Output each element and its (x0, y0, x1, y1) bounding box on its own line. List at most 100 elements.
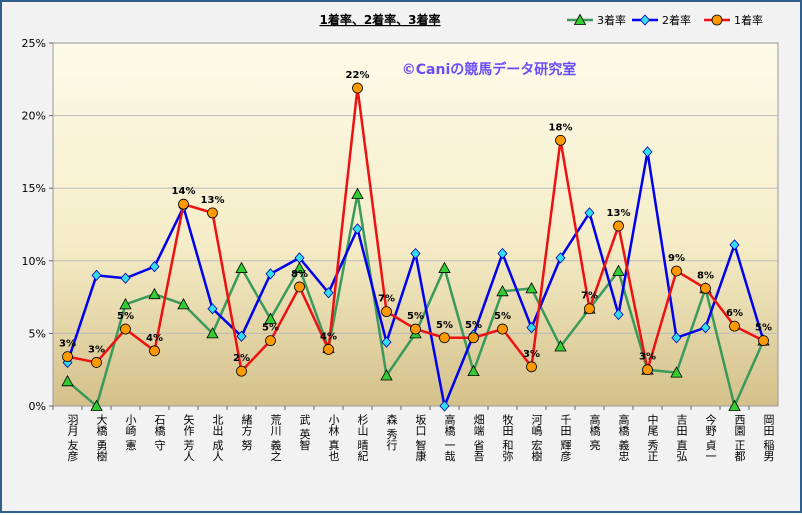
series-1-marker (728, 399, 741, 411)
series-2-marker (410, 247, 421, 260)
y-tick-label: 5% (29, 327, 46, 340)
series-2-marker (700, 321, 711, 334)
x-tick-label: 畑端 省吾 (472, 414, 485, 462)
x-tick-label: 羽月 友彦 (66, 414, 79, 462)
chart-title: 1着率、2着率、3着率 (319, 12, 440, 27)
series-1-marker (61, 374, 74, 387)
data-label: 8% (697, 270, 714, 281)
series-3-marker (381, 306, 392, 318)
x-tick-label: 大橋 勇樹 (95, 413, 108, 462)
series-3-marker (120, 323, 131, 335)
series-2-marker (207, 303, 218, 315)
series-1-marker (177, 298, 190, 310)
series-3-marker (555, 134, 566, 146)
x-tick-label: 緒方 努 (240, 413, 253, 451)
series-3-marker (468, 332, 479, 344)
series-3-marker (729, 320, 740, 332)
data-label: 3% (639, 352, 656, 363)
series-2-marker (555, 252, 566, 264)
series-2-marker (613, 308, 624, 321)
series-3-marker (91, 357, 102, 368)
series-3-marker (236, 365, 247, 377)
series-3-marker (700, 282, 711, 294)
series-3-marker (149, 345, 160, 357)
series-1-marker (235, 261, 248, 273)
data-label: 2% (233, 353, 250, 364)
x-tick-label: 小林 真也 (327, 414, 340, 462)
x-tick-label: 牧田 和弥 (501, 413, 514, 462)
series-2-marker (729, 239, 740, 251)
series-2-marker (91, 269, 102, 281)
data-label: 5% (436, 320, 453, 331)
series-3-marker (497, 323, 508, 335)
y-tick-label: 20% (22, 110, 46, 123)
series-3-marker (526, 361, 537, 373)
series-2-marker (149, 261, 160, 273)
series-1-marker (264, 312, 277, 324)
series-2-marker (671, 332, 682, 344)
series-1-marker (293, 261, 306, 273)
data-label: 5% (494, 311, 511, 322)
series-2-marker (236, 330, 247, 342)
data-label: 7% (378, 294, 395, 305)
data-label: 3% (523, 349, 540, 360)
data-label: 13% (607, 208, 631, 219)
data-label: 5% (755, 323, 772, 334)
x-tick-label: 荒川 義之 (269, 414, 282, 462)
series-2-marker (526, 321, 537, 334)
series-3-marker (352, 82, 363, 94)
x-tick-label: 石橋 守 (153, 414, 166, 451)
series-3-marker (323, 343, 334, 355)
series-3-marker (613, 220, 624, 232)
series-1-marker (351, 187, 364, 199)
series-1-marker (148, 287, 161, 300)
series-3-marker (671, 265, 682, 277)
series-1-marker (90, 399, 103, 411)
series-2-marker (497, 247, 508, 260)
data-label: 18% (549, 122, 573, 133)
x-tick-label: 小崎 憲 (124, 414, 137, 451)
series-1-marker (119, 298, 132, 310)
series-3-marker (584, 303, 595, 315)
series-2-marker (294, 252, 305, 264)
series-3-marker (178, 198, 189, 210)
series-1-marker (380, 369, 393, 381)
data-label: 13% (201, 195, 225, 206)
x-tick-label: 北出 成人 (211, 414, 224, 462)
y-tick-label: 15% (22, 182, 46, 195)
series-3-marker (439, 332, 450, 344)
data-label: 5% (262, 323, 279, 334)
x-tick-label: 矢作 芳人 (182, 413, 195, 462)
series-1-marker (206, 327, 219, 339)
x-tick-label: 坂口 智康 (414, 414, 427, 462)
series-2-marker (352, 223, 363, 235)
data-label: 14% (172, 186, 196, 197)
x-tick-label: 高橋 一哉 (443, 413, 456, 462)
series-2-marker (265, 268, 276, 280)
series-2-marker (381, 336, 392, 348)
data-label: 3% (59, 339, 76, 350)
series-3-marker (207, 207, 218, 219)
x-tick-label: 高橋 亮 (588, 413, 601, 451)
data-label: 4% (320, 331, 337, 342)
series-1-marker (612, 264, 625, 276)
series-1-marker (554, 340, 567, 352)
data-label: 22% (346, 70, 370, 81)
series-1-marker (525, 282, 538, 294)
series-3-group (62, 82, 769, 377)
series-2-marker (642, 146, 653, 158)
data-label: 7% (581, 291, 598, 302)
data-label: 4% (146, 333, 163, 344)
series-3-marker (62, 351, 73, 363)
data-label: 6% (726, 308, 743, 319)
x-tick-label: 高橋 義忠 (617, 413, 630, 462)
legend-item-2-marker (639, 14, 651, 26)
y-tick-label: 25% (22, 37, 46, 50)
series-3-marker (265, 335, 276, 347)
x-tick-label: 西園 正都 (733, 414, 746, 462)
x-tick-label: 中尾 秀正 (646, 414, 659, 462)
data-label: 9% (668, 253, 685, 264)
series-2-group (62, 146, 769, 412)
series-2-marker (120, 272, 131, 284)
